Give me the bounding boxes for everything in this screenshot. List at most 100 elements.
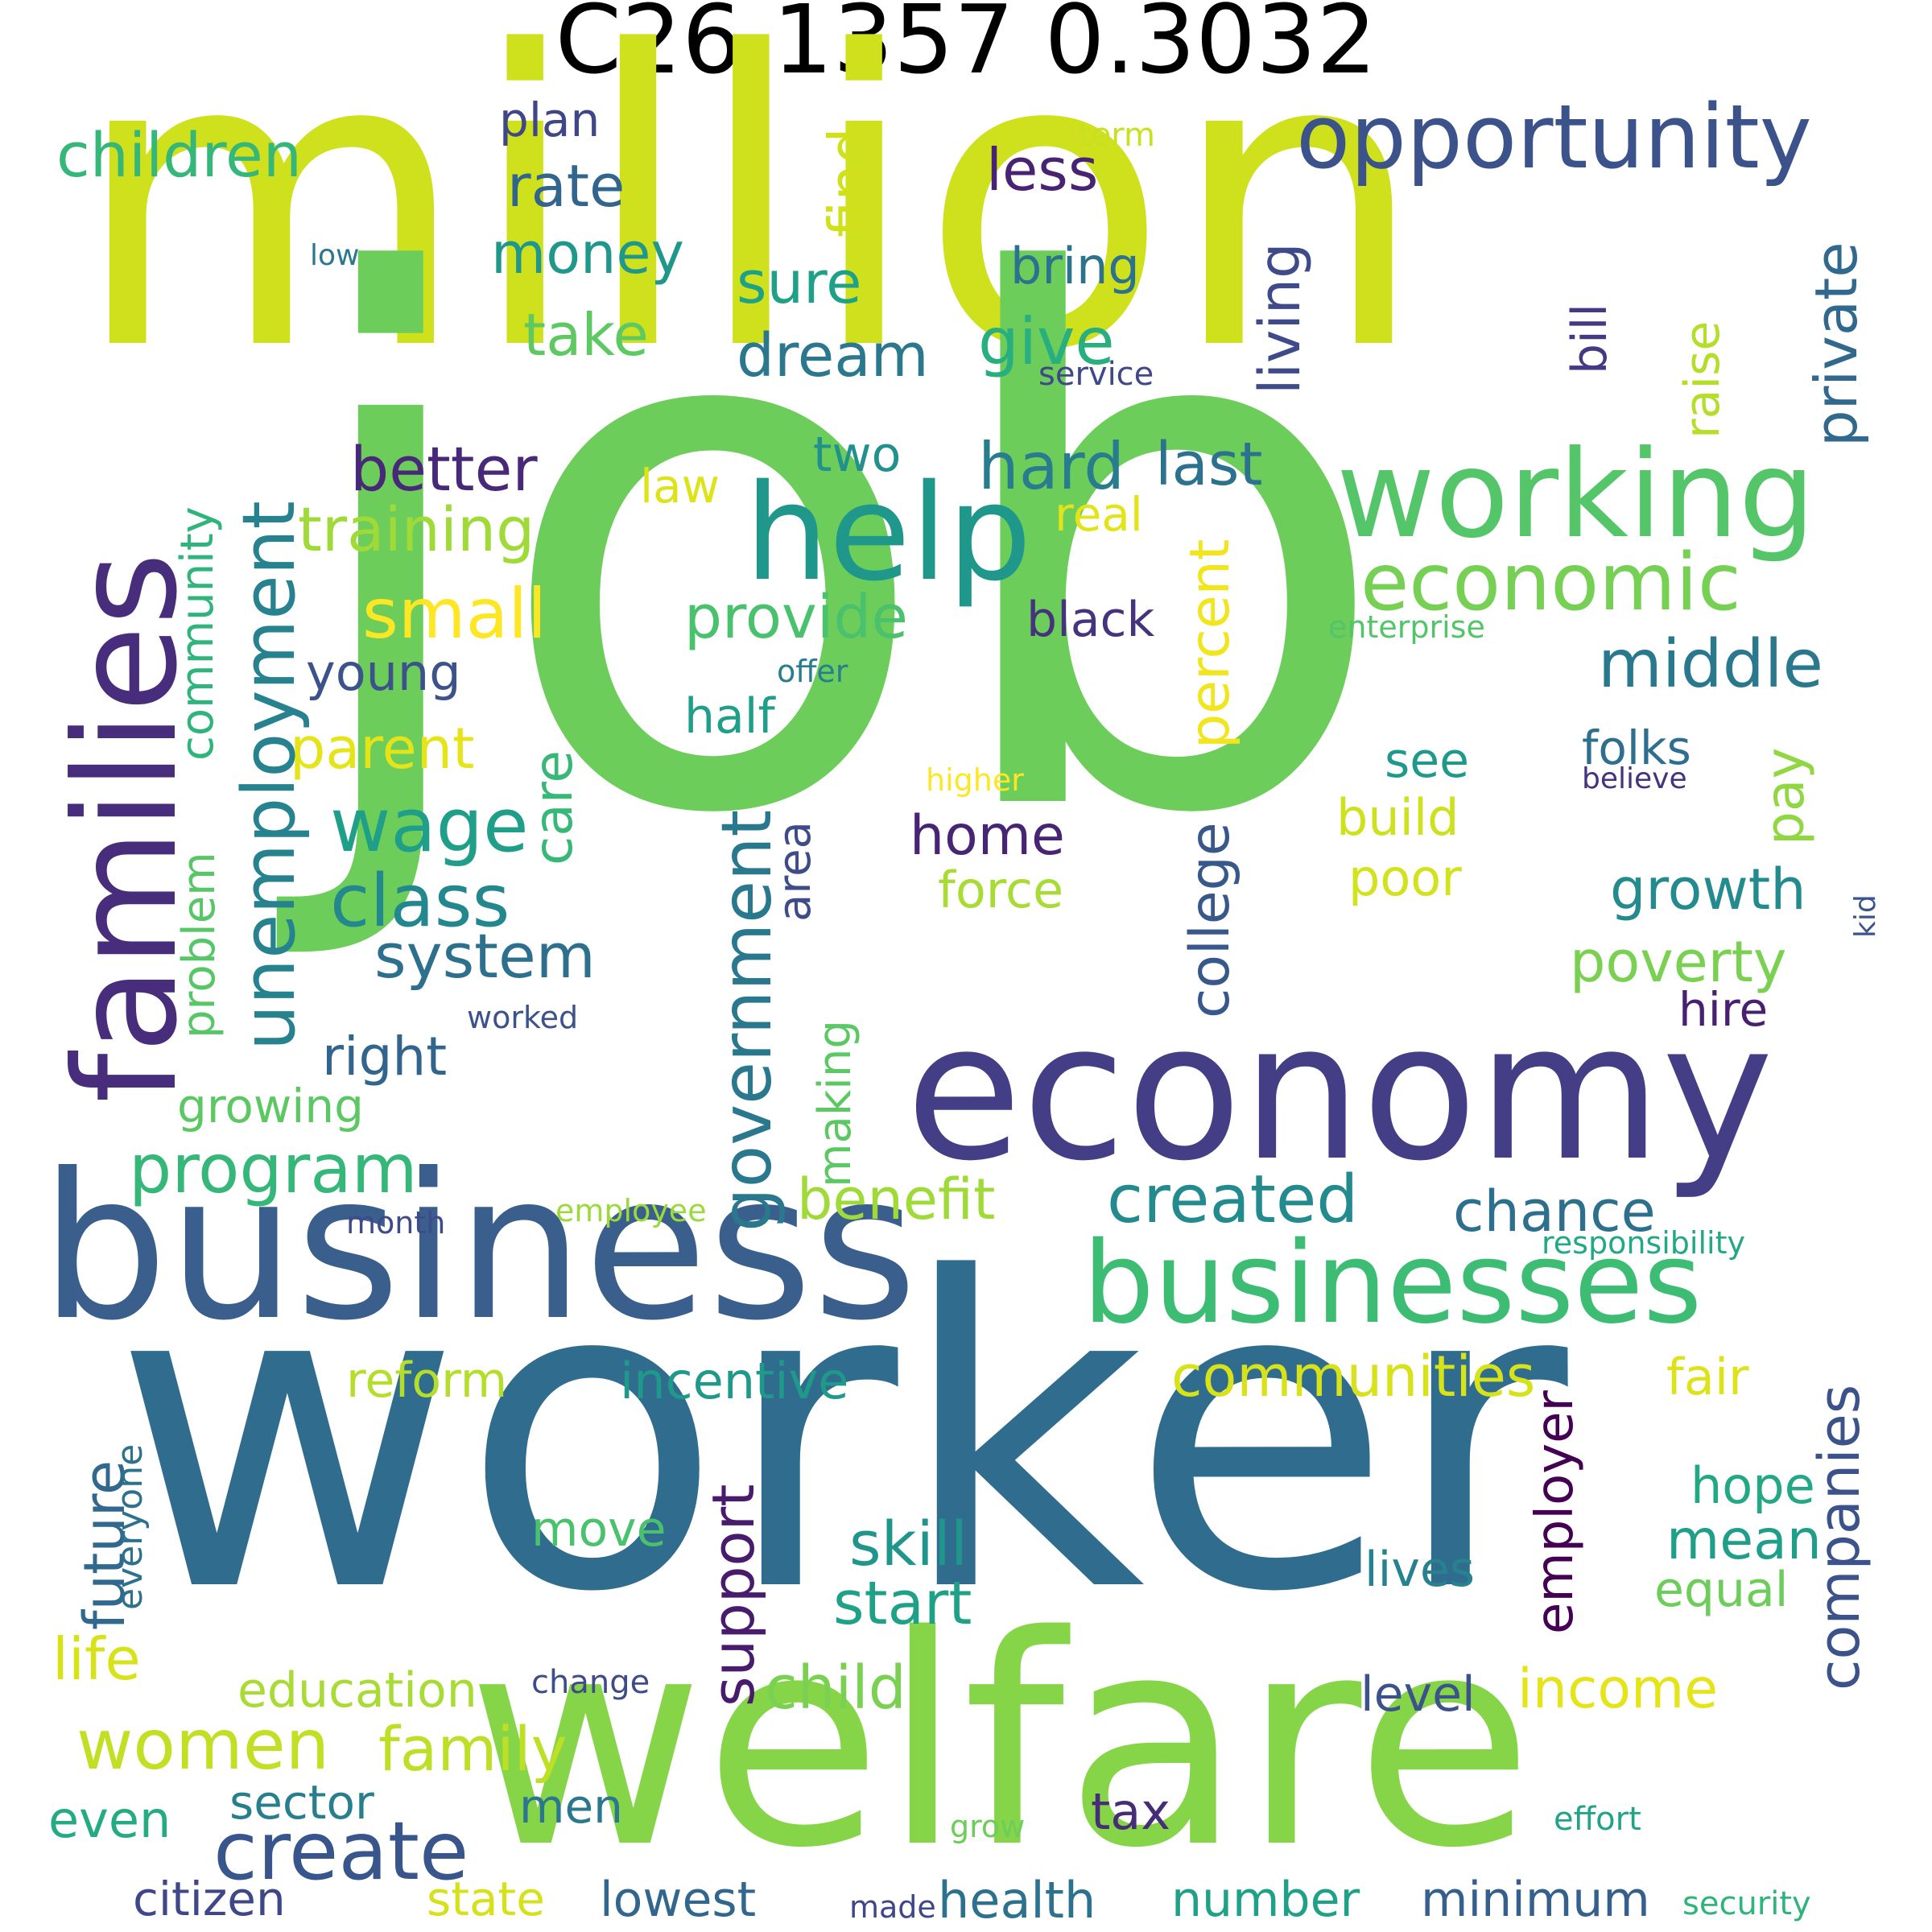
word-businesses: businesses	[1083, 1218, 1703, 1349]
word-force: force	[938, 861, 1064, 919]
word-poor: poor	[1348, 848, 1462, 907]
word-number: number	[1171, 1872, 1360, 1928]
word-hope: hope	[1690, 1456, 1815, 1515]
word-child: child	[765, 1653, 906, 1723]
word-wage: wage	[330, 782, 529, 869]
word-worked: worked	[467, 1000, 579, 1035]
word-care: care	[522, 749, 584, 865]
word-find: find	[816, 127, 884, 237]
word-plan: plan	[499, 93, 601, 147]
word-higher: higher	[926, 762, 1024, 798]
word-million: million	[72, 0, 1427, 440]
word-half: half	[684, 688, 775, 745]
word-responsibility: responsibility	[1542, 1225, 1745, 1261]
word-problem: problem	[173, 852, 225, 1038]
word-sector: sector	[229, 1775, 374, 1830]
word-minimum: minimum	[1421, 1872, 1650, 1928]
word-benefit: benefit	[797, 1166, 996, 1232]
word-small: small	[362, 574, 547, 654]
word-two: two	[813, 427, 902, 483]
word-kid: kid	[1849, 894, 1882, 938]
word-raise: raise	[1674, 320, 1731, 439]
word-unemployment: unemployment	[227, 501, 312, 1051]
word-support: support	[700, 1484, 767, 1707]
word-college: college	[1179, 822, 1242, 1018]
word-help: help	[745, 456, 1032, 610]
word-class: class	[330, 859, 510, 943]
word-economy: economy	[906, 983, 1774, 1203]
word-low: low	[310, 239, 360, 272]
word-tax: tax	[1091, 1782, 1170, 1841]
word-service: service	[1038, 356, 1154, 393]
word-level: level	[1360, 1666, 1476, 1723]
word-education: education	[237, 1662, 477, 1719]
word-incentive: incentive	[620, 1352, 849, 1410]
word-training: training	[298, 493, 535, 565]
word-employer: employer	[1525, 1390, 1585, 1634]
word-middle: middle	[1598, 626, 1823, 703]
word-less: less	[986, 136, 1099, 204]
word-system: system	[374, 920, 596, 992]
word-security: security	[1682, 1885, 1811, 1922]
word-provide: provide	[684, 583, 908, 652]
word-opportunity: opportunity	[1296, 85, 1812, 188]
word-growing: growing	[177, 1079, 364, 1133]
word-business: business	[40, 1130, 918, 1364]
word-equal: equal	[1654, 1562, 1789, 1618]
word-black: black	[1026, 592, 1155, 648]
word-area: area	[769, 821, 821, 922]
word-welfare: welfare	[467, 1574, 1534, 1911]
word-law: law	[640, 459, 720, 514]
word-right: right	[322, 1026, 448, 1088]
word-effort: effort	[1554, 1801, 1641, 1838]
word-men: men	[519, 1779, 623, 1834]
word-folks: folks	[1582, 720, 1691, 775]
word-pay: pay	[1754, 747, 1816, 845]
word-lives: lives	[1364, 1542, 1476, 1598]
word-economic: economic	[1360, 537, 1741, 629]
word-reform: reform	[346, 1352, 508, 1409]
word-hire: hire	[1678, 982, 1769, 1037]
word-young: young	[306, 643, 461, 702]
word-made: made	[849, 1889, 936, 1925]
word-children: children	[56, 119, 302, 191]
word-dream: dream	[737, 321, 929, 390]
word-growth: growth	[1610, 857, 1806, 923]
word-hard: hard	[978, 429, 1125, 504]
word-better: better	[350, 433, 538, 505]
word-change: change	[531, 1664, 650, 1701]
word-last: last	[1155, 430, 1263, 499]
word-communities: communities	[1171, 1344, 1536, 1410]
word-mean: mean	[1666, 1509, 1822, 1572]
word-family: family	[378, 1713, 568, 1785]
chart-title: C26 1357 0.3032	[555, 0, 1377, 95]
word-state: state	[427, 1872, 545, 1926]
word-life: life	[52, 1625, 141, 1693]
word-working: working	[1336, 425, 1815, 565]
word-income: income	[1517, 1657, 1719, 1721]
word-private: private	[1802, 242, 1870, 447]
word-see: see	[1385, 733, 1470, 789]
word-making: making	[809, 1020, 861, 1187]
word-everyone: everyone	[109, 1443, 151, 1610]
word-job: job	[290, 130, 1394, 972]
word-term: term	[1079, 117, 1155, 154]
word-created: created	[1107, 1162, 1359, 1238]
word-home: home	[910, 804, 1065, 868]
word-start: start	[833, 1569, 972, 1638]
word-companies: companies	[1806, 1384, 1872, 1690]
word-grow: grow	[950, 1809, 1026, 1844]
word-enterprise: enterprise	[1328, 609, 1485, 645]
word-program: program	[129, 1129, 418, 1208]
word-poverty: poverty	[1570, 929, 1787, 995]
word-parent: parent	[290, 716, 475, 782]
word-chance: chance	[1453, 1179, 1656, 1245]
word-community: community	[171, 506, 224, 761]
word-move: move	[531, 1501, 667, 1558]
word-bring: bring	[1010, 237, 1140, 295]
word-skill: skill	[849, 1508, 968, 1579]
word-create: create	[213, 1804, 469, 1898]
word-build: build	[1336, 788, 1459, 847]
word-percent: percent	[1179, 539, 1242, 749]
